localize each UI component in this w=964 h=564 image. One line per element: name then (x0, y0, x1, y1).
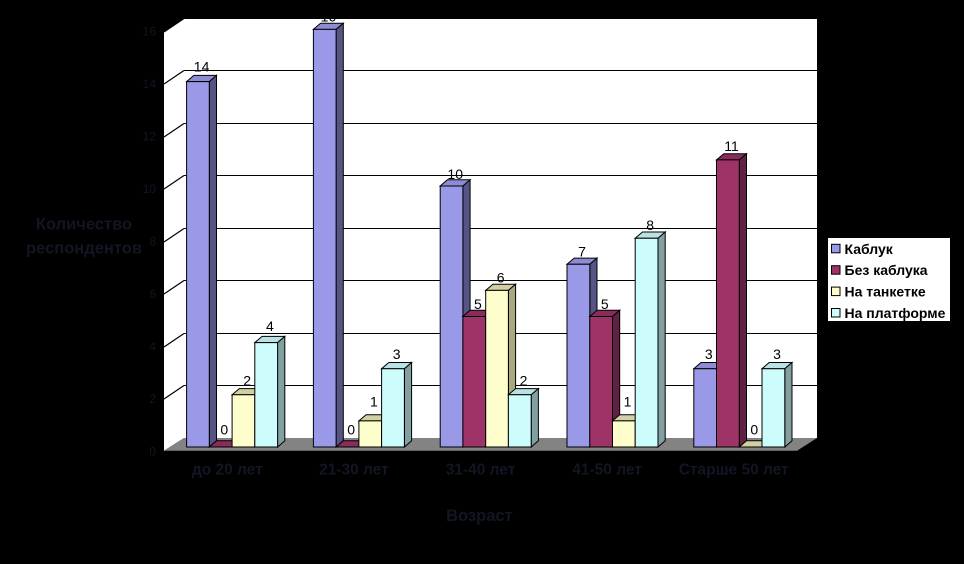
svg-text:12: 12 (143, 130, 157, 144)
svg-text:респондентов: респондентов (26, 240, 142, 258)
svg-text:14: 14 (143, 77, 157, 91)
svg-text:1: 1 (624, 394, 632, 410)
svg-text:Количество: Количество (36, 216, 132, 234)
svg-text:14: 14 (194, 58, 210, 74)
svg-text:5: 5 (474, 296, 482, 312)
svg-text:21-30 лет: 21-30 лет (319, 462, 389, 479)
svg-text:Возраст: Возраст (446, 507, 513, 525)
svg-text:На танкетке: На танкетке (845, 284, 926, 300)
svg-text:0: 0 (149, 444, 156, 458)
svg-text:10: 10 (447, 166, 463, 182)
svg-text:На платформе: На платформе (845, 305, 946, 321)
svg-text:6: 6 (149, 287, 156, 301)
svg-text:Каблук: Каблук (845, 241, 894, 257)
svg-text:2: 2 (520, 373, 528, 389)
svg-text:3: 3 (393, 346, 401, 362)
svg-text:3: 3 (773, 346, 781, 362)
svg-text:8: 8 (646, 217, 654, 233)
svg-text:10: 10 (143, 182, 157, 196)
svg-text:2: 2 (149, 392, 156, 406)
svg-text:3: 3 (705, 346, 713, 362)
svg-text:16: 16 (321, 8, 337, 24)
svg-text:16: 16 (143, 25, 157, 39)
svg-text:Без каблука: Без каблука (845, 262, 928, 278)
svg-text:2: 2 (243, 373, 251, 389)
svg-text:5: 5 (601, 296, 609, 312)
svg-text:0: 0 (347, 422, 355, 438)
svg-text:0: 0 (220, 422, 228, 438)
svg-text:31-40 лет: 31-40 лет (446, 462, 516, 479)
svg-text:41-50 лет: 41-50 лет (572, 462, 642, 479)
svg-text:11: 11 (724, 138, 739, 154)
svg-text:0: 0 (750, 422, 758, 438)
svg-text:7: 7 (578, 243, 586, 259)
svg-text:4: 4 (149, 339, 156, 353)
svg-text:6: 6 (497, 269, 505, 285)
svg-text:4: 4 (266, 318, 274, 334)
svg-text:Старше 50 лет: Старше 50 лет (679, 462, 789, 479)
svg-text:1: 1 (370, 394, 378, 410)
svg-text:до 20 лет: до 20 лет (192, 462, 263, 479)
svg-text:8: 8 (149, 234, 156, 248)
